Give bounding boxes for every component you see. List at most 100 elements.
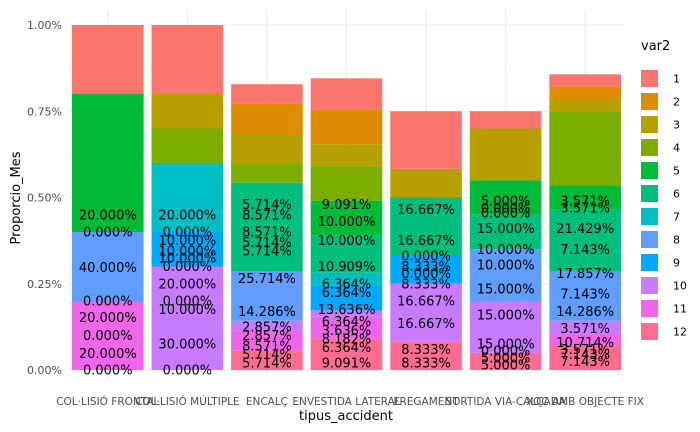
y-axis-ticks: 0.00% 0.25% 0.50% 0.75% 1.00%	[27, 19, 62, 377]
bar-label: 10.000%	[477, 243, 535, 258]
bar-label: 5.714%	[242, 244, 292, 259]
bar-segment	[71, 232, 144, 301]
bar-segment	[231, 330, 303, 351]
bar-label: 16.667%	[397, 295, 455, 310]
bar-label: 10.000%	[477, 258, 535, 273]
bar-label: 6.364%	[322, 315, 372, 330]
bar-label: 6.364%	[322, 341, 372, 356]
bar-label: 10.000%	[158, 244, 216, 259]
bar-segment	[71, 25, 144, 94]
bar-label: 7.143%	[560, 348, 610, 363]
bar-segment	[390, 111, 462, 169]
bar-label: 40.000%	[79, 261, 137, 276]
bar-label: 9.091%	[322, 357, 372, 372]
bar-label: 5.714%	[242, 236, 292, 251]
x-tick-label: COL·LISIÓ MÚLTIPLE	[135, 395, 240, 408]
bar-segment	[469, 352, 542, 370]
y-tick-label: 0.00%	[27, 364, 62, 377]
legend-label: 3	[673, 119, 680, 132]
legend-label: 1	[673, 73, 680, 86]
bar-segment	[310, 109, 383, 145]
legend-key	[641, 277, 658, 294]
bar-segment	[71, 94, 144, 232]
bar-segment	[390, 197, 462, 256]
bar-label: 3.571%	[560, 201, 610, 216]
bar-label: 0.000%	[163, 226, 213, 241]
bar-label: 15.000%	[477, 308, 535, 323]
legend-label: 10	[673, 280, 687, 293]
bar-label: 7.143%	[560, 243, 610, 258]
legend-label: 8	[673, 234, 680, 247]
bar-segment	[310, 316, 383, 339]
bar-segment	[310, 200, 383, 236]
legend-key	[641, 93, 658, 110]
bar-label: 0.000%	[481, 345, 531, 360]
bar-label: 5.714%	[242, 357, 292, 372]
bar-segment	[151, 94, 224, 129]
bar-label: 0.000%	[83, 364, 133, 379]
bar-segment	[469, 249, 542, 301]
bar-segment	[310, 310, 383, 317]
bar-label: 17.857%	[556, 267, 614, 282]
x-axis-title: tipus_accident	[299, 409, 393, 424]
legend-key	[641, 231, 658, 248]
legend-key	[641, 254, 658, 271]
bar-label: 10.000%	[158, 303, 216, 318]
bar-label: 8.571%	[242, 339, 292, 354]
bar-label: 0.000%	[481, 201, 531, 216]
bar-label: 10.000%	[158, 234, 216, 249]
bar-label: 3.571%	[560, 322, 610, 337]
y-axis-title: Proporcio_Mes	[9, 151, 24, 244]
bar-label: 8.571%	[242, 226, 292, 241]
y-tick-label: 0.25%	[27, 278, 62, 291]
bar-label: 15.000%	[477, 338, 535, 353]
bar-label: 0.000%	[401, 250, 451, 265]
bar-segment	[231, 133, 303, 164]
bar-label: 20.000%	[79, 311, 137, 326]
bar-label: 0.000%	[401, 267, 451, 282]
bar-segment	[310, 285, 383, 311]
bar-label: 20.000%	[79, 347, 137, 362]
bar-label: 15.000%	[477, 282, 535, 297]
bar-segment	[549, 271, 622, 321]
bar-label: 2.857%	[242, 320, 292, 335]
x-tick-label: COL·LISIÓ FRONTAL	[56, 395, 159, 408]
bar-label: 0.000%	[163, 364, 213, 379]
bar-label: 3.571%	[560, 343, 610, 358]
bar-label: 7.143%	[560, 288, 610, 303]
bar-segment	[549, 345, 622, 370]
bar-label: 30.000%	[158, 338, 216, 353]
bar-label: 5.000%	[481, 358, 531, 373]
bar-label: 20.000%	[158, 208, 216, 223]
bar-label: 14.286%	[238, 305, 296, 320]
x-tick-label: XOC AMB OBJECTE FIX	[526, 396, 643, 408]
legend-title: var2	[641, 39, 670, 54]
bar-segment	[549, 86, 622, 99]
bar-label: 25.714%	[238, 272, 296, 287]
bar-segment	[151, 25, 224, 94]
legend-label: 7	[673, 211, 680, 224]
bar-segment	[549, 111, 622, 186]
bar-segment	[390, 168, 462, 198]
legend-key	[641, 185, 658, 202]
bar-segment	[469, 301, 542, 353]
bar-segment	[231, 271, 303, 321]
bar-label: 15.000%	[477, 222, 535, 237]
bar-label: 8.333%	[401, 260, 451, 275]
bar-segment	[310, 235, 383, 273]
bar-segment	[469, 214, 542, 250]
bar-label: 8.333%	[401, 357, 451, 372]
bar-label: 8.182%	[322, 332, 372, 347]
bar-label: 5.714%	[242, 198, 292, 213]
bar-segment	[549, 333, 622, 346]
bar-label: 6.364%	[322, 277, 372, 292]
bar-label: 0.000%	[163, 295, 213, 310]
bar-label: 16.667%	[397, 317, 455, 332]
bar-segment	[549, 74, 622, 87]
bar-label: 8.333%	[401, 343, 451, 358]
legend-key	[641, 162, 658, 179]
bar-label: 9.091%	[322, 198, 372, 213]
legend-label: 2	[673, 96, 680, 109]
